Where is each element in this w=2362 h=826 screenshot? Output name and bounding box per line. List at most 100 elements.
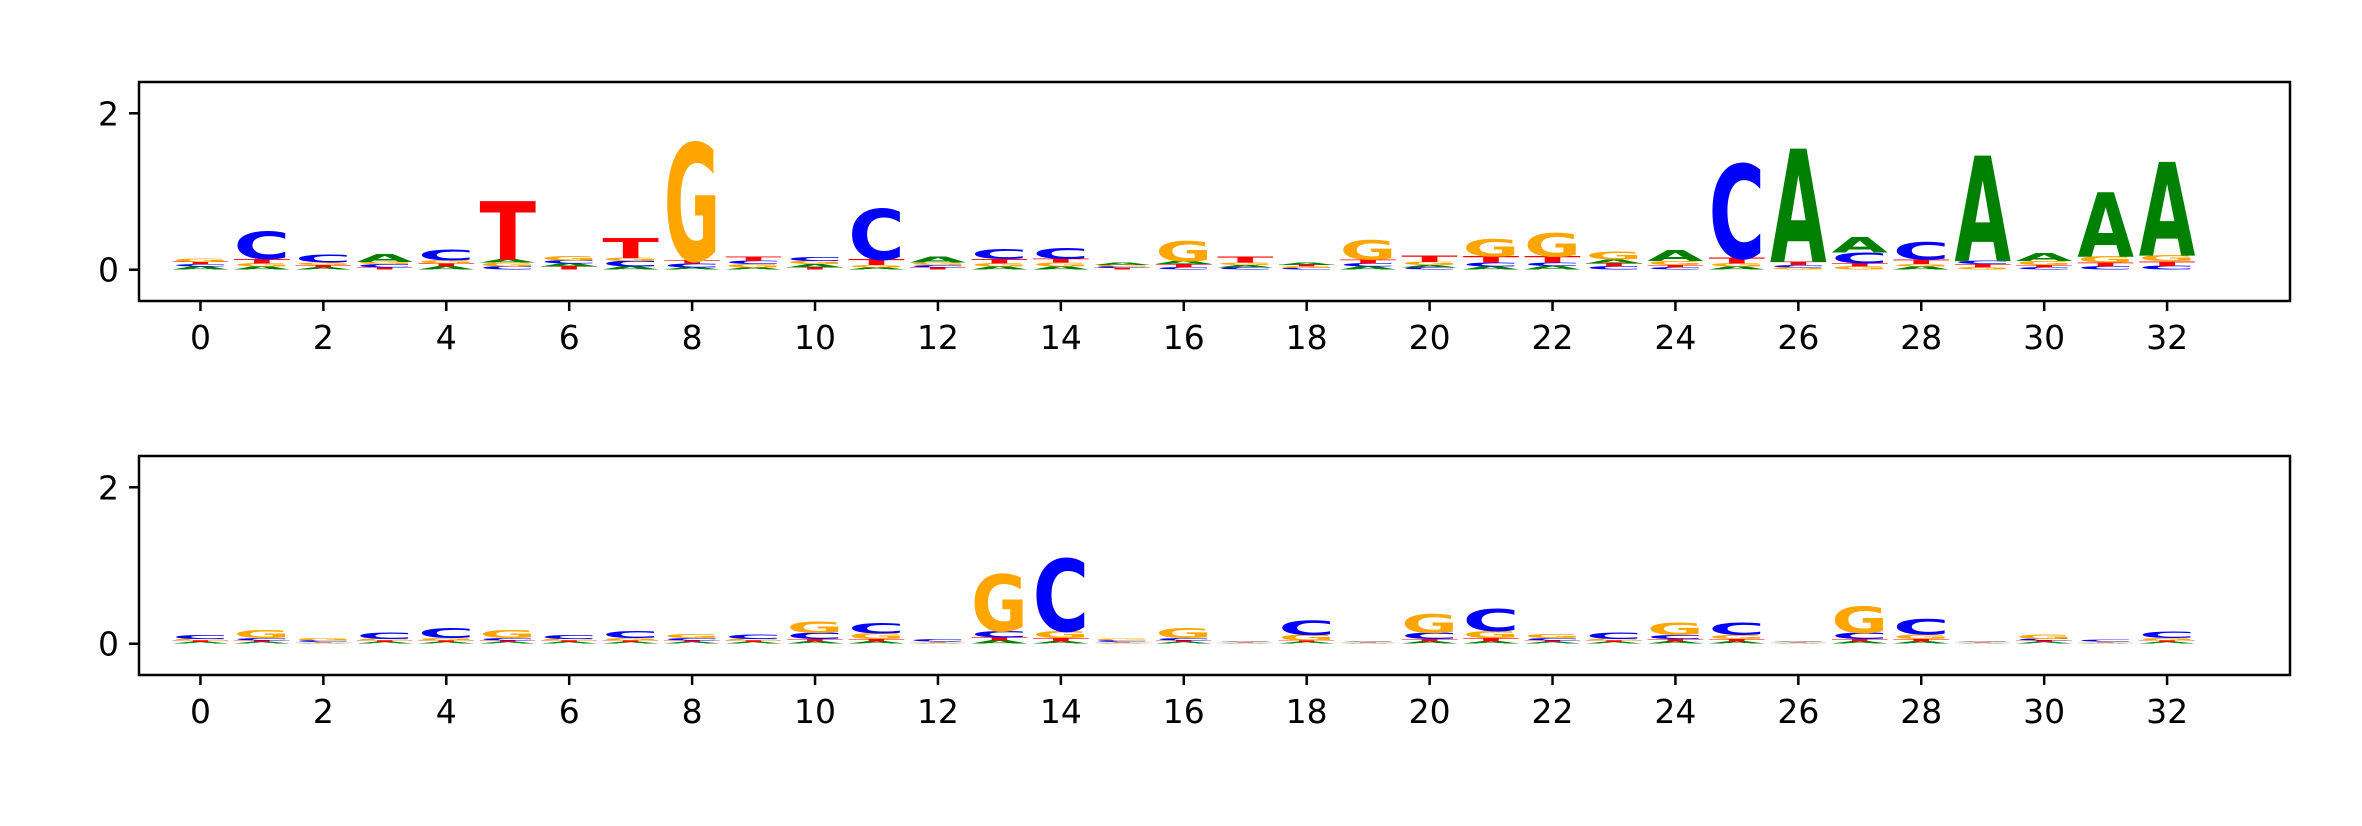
logo-letter-t: T [357,267,414,271]
logo-letter-g: G [1278,634,1335,643]
logo-letter-c: C [1954,640,2011,641]
logo-letter-c: C [1156,638,1213,642]
x-tick-label: 28 [1900,318,1942,357]
logo-letter-t: T [1156,640,1213,642]
x-tick-label: 30 [2023,318,2065,357]
logo-letter-a: A [1463,266,1520,271]
logo-letter-g: G [2139,254,2196,263]
logo-letter-c: C [1954,260,2011,265]
logo-letter-g: G [295,262,352,266]
logo-letter-g: G [664,112,721,299]
logo-letter-g: G [1709,263,1766,268]
logo-panel-bottom: ATGCATCGATCGATGCATGCATCGATGCATGCATCGATGC… [98,454,2292,731]
logo-letter-g: G [2139,638,2196,642]
x-tick-label: 14 [1040,692,1082,731]
logo-letter-g: G [1156,236,1213,268]
logo-letter-g: G [910,262,967,266]
logo-letter-c: C [910,638,967,642]
logo-letter-t: T [787,638,844,642]
x-tick-label: 2 [313,692,334,731]
logo-letter-t: T [1278,640,1335,642]
logo-letter-g: G [2077,641,2134,642]
logo-letter-g: G [234,628,291,641]
x-tick-label: 8 [682,692,703,731]
logo-letter-t: T [910,267,967,271]
logo-letter-t: T [172,640,229,642]
x-tick-label: 32 [2146,692,2188,731]
logo-letter-c: C [1832,250,1889,268]
logo-letter-a: A [2077,643,2134,644]
logo-letter-c: C [1217,640,1274,641]
logo-letter-a: A [664,642,721,644]
logo-letter-g: G [848,632,905,641]
logo-letter-c: C [1524,638,1581,642]
logo-letter-t: T [1893,638,1950,642]
logo-letter-a: A [1401,264,1458,268]
logo-letter-c: C [1586,266,1643,271]
logo-letter-a: A [1709,266,1766,271]
x-tick-label: 16 [1163,318,1205,357]
x-tick-label: 26 [1777,692,1819,731]
y-tick-label: 0 [98,625,119,664]
logo-letter-a: A [234,266,291,271]
logo-letter-t: T [1954,263,2011,268]
logo-letter-t: T [1217,642,1274,643]
logo-letter-g: G [787,618,844,637]
logo-letter-g: G [2016,633,2073,640]
logo-letter-g: G [725,263,782,268]
logo-letter-t: T [1463,637,1520,642]
logo-letter-t: T [725,255,782,263]
logo-letter-c: C [1094,640,1151,643]
logo-letter-c: C [725,633,782,641]
x-tick-label: 14 [1040,318,1082,357]
logo-letter-t: T [234,257,291,265]
logo-letter-a: A [2077,176,2134,278]
logo-letter-t: T [295,642,352,643]
x-axis: 0 2 4 6 8 10 12 14 16 18 20 22 24 26 28 30 32 [190,301,2188,357]
y-axis: 02 [98,94,139,290]
x-tick-label: 0 [190,692,211,731]
logo-letter-c: C [357,631,414,641]
logo-letter-g: G [172,639,229,641]
logo-letter-t: T [1524,640,1581,642]
logo-letter-c: C [1340,263,1397,268]
logo-letter-g: G [1094,265,1151,267]
logo-letter-c: C [2016,267,2073,271]
logo-letter-c: C [357,263,414,268]
x-tick-label: 10 [794,318,836,357]
logo-letter-a: A [1524,265,1581,271]
x-tick-label: 18 [1286,318,1328,357]
logo-letter-g: G [848,264,905,268]
logo-letter-t: T [602,232,659,264]
logo-letter-g: G [1217,262,1274,266]
logo-letter-g: G [910,641,967,642]
logo-letter-g: G [1033,629,1090,640]
logo-letter-t: T [2077,642,2134,643]
x-tick-label: 6 [559,318,580,357]
x-tick-label: 20 [1409,692,1451,731]
x-tick-label: 32 [2146,318,2188,357]
logo-letter-t: T [541,640,598,642]
logo-letter-a: A [1401,641,1458,645]
logo-letter-a: A [1954,643,2011,644]
logo-letter-c: C [1401,631,1458,641]
logo-letter-g: G [1033,262,1090,268]
logo-letter-g: G [602,638,659,642]
x-tick-label: 12 [917,692,959,731]
x-tick-label: 0 [190,318,211,357]
logo-letter-c: C [479,638,536,642]
logo-letter-a: A [1340,643,1397,644]
logo-letter-c: C [1033,540,1090,655]
logo-letter-c: C [2077,266,2134,271]
logo-letter-t: T [234,640,291,642]
logo-letter-g: G [1893,633,1950,640]
logo-letter-t: T [172,261,229,265]
logo-letter-g: G [1647,260,1704,266]
logo-letter-c: C [1094,266,1151,269]
logo-letter-c: C [1463,603,1520,638]
logo-letter-a: A [1033,266,1090,271]
logo-letter-t: T [479,640,536,642]
logo-letter-g: G [1770,641,1827,642]
logo-letter-a: A [1770,643,1827,644]
